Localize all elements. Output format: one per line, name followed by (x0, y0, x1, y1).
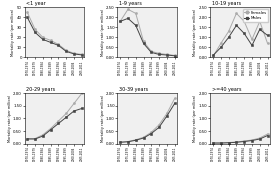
Y-axis label: Mortality rate (per million): Mortality rate (per million) (100, 95, 105, 142)
Text: 20-29 years: 20-29 years (26, 87, 55, 92)
Text: <1 year: <1 year (26, 1, 46, 6)
Legend: Females, Males: Females, Males (243, 9, 268, 22)
Text: 10-19 years: 10-19 years (212, 1, 241, 6)
Text: 1-9 years: 1-9 years (119, 1, 141, 6)
Y-axis label: Mortality rate (per million): Mortality rate (per million) (100, 9, 105, 56)
Y-axis label: Mortality rate (per million): Mortality rate (per million) (194, 9, 197, 56)
Text: 30-39 years: 30-39 years (119, 87, 148, 92)
Y-axis label: Mortality rate (per million): Mortality rate (per million) (11, 9, 15, 56)
Y-axis label: Mortality rate (per million): Mortality rate (per million) (8, 95, 12, 142)
Y-axis label: Mortality rate (per million): Mortality rate (per million) (194, 95, 197, 142)
Text: >=40 years: >=40 years (212, 87, 241, 92)
